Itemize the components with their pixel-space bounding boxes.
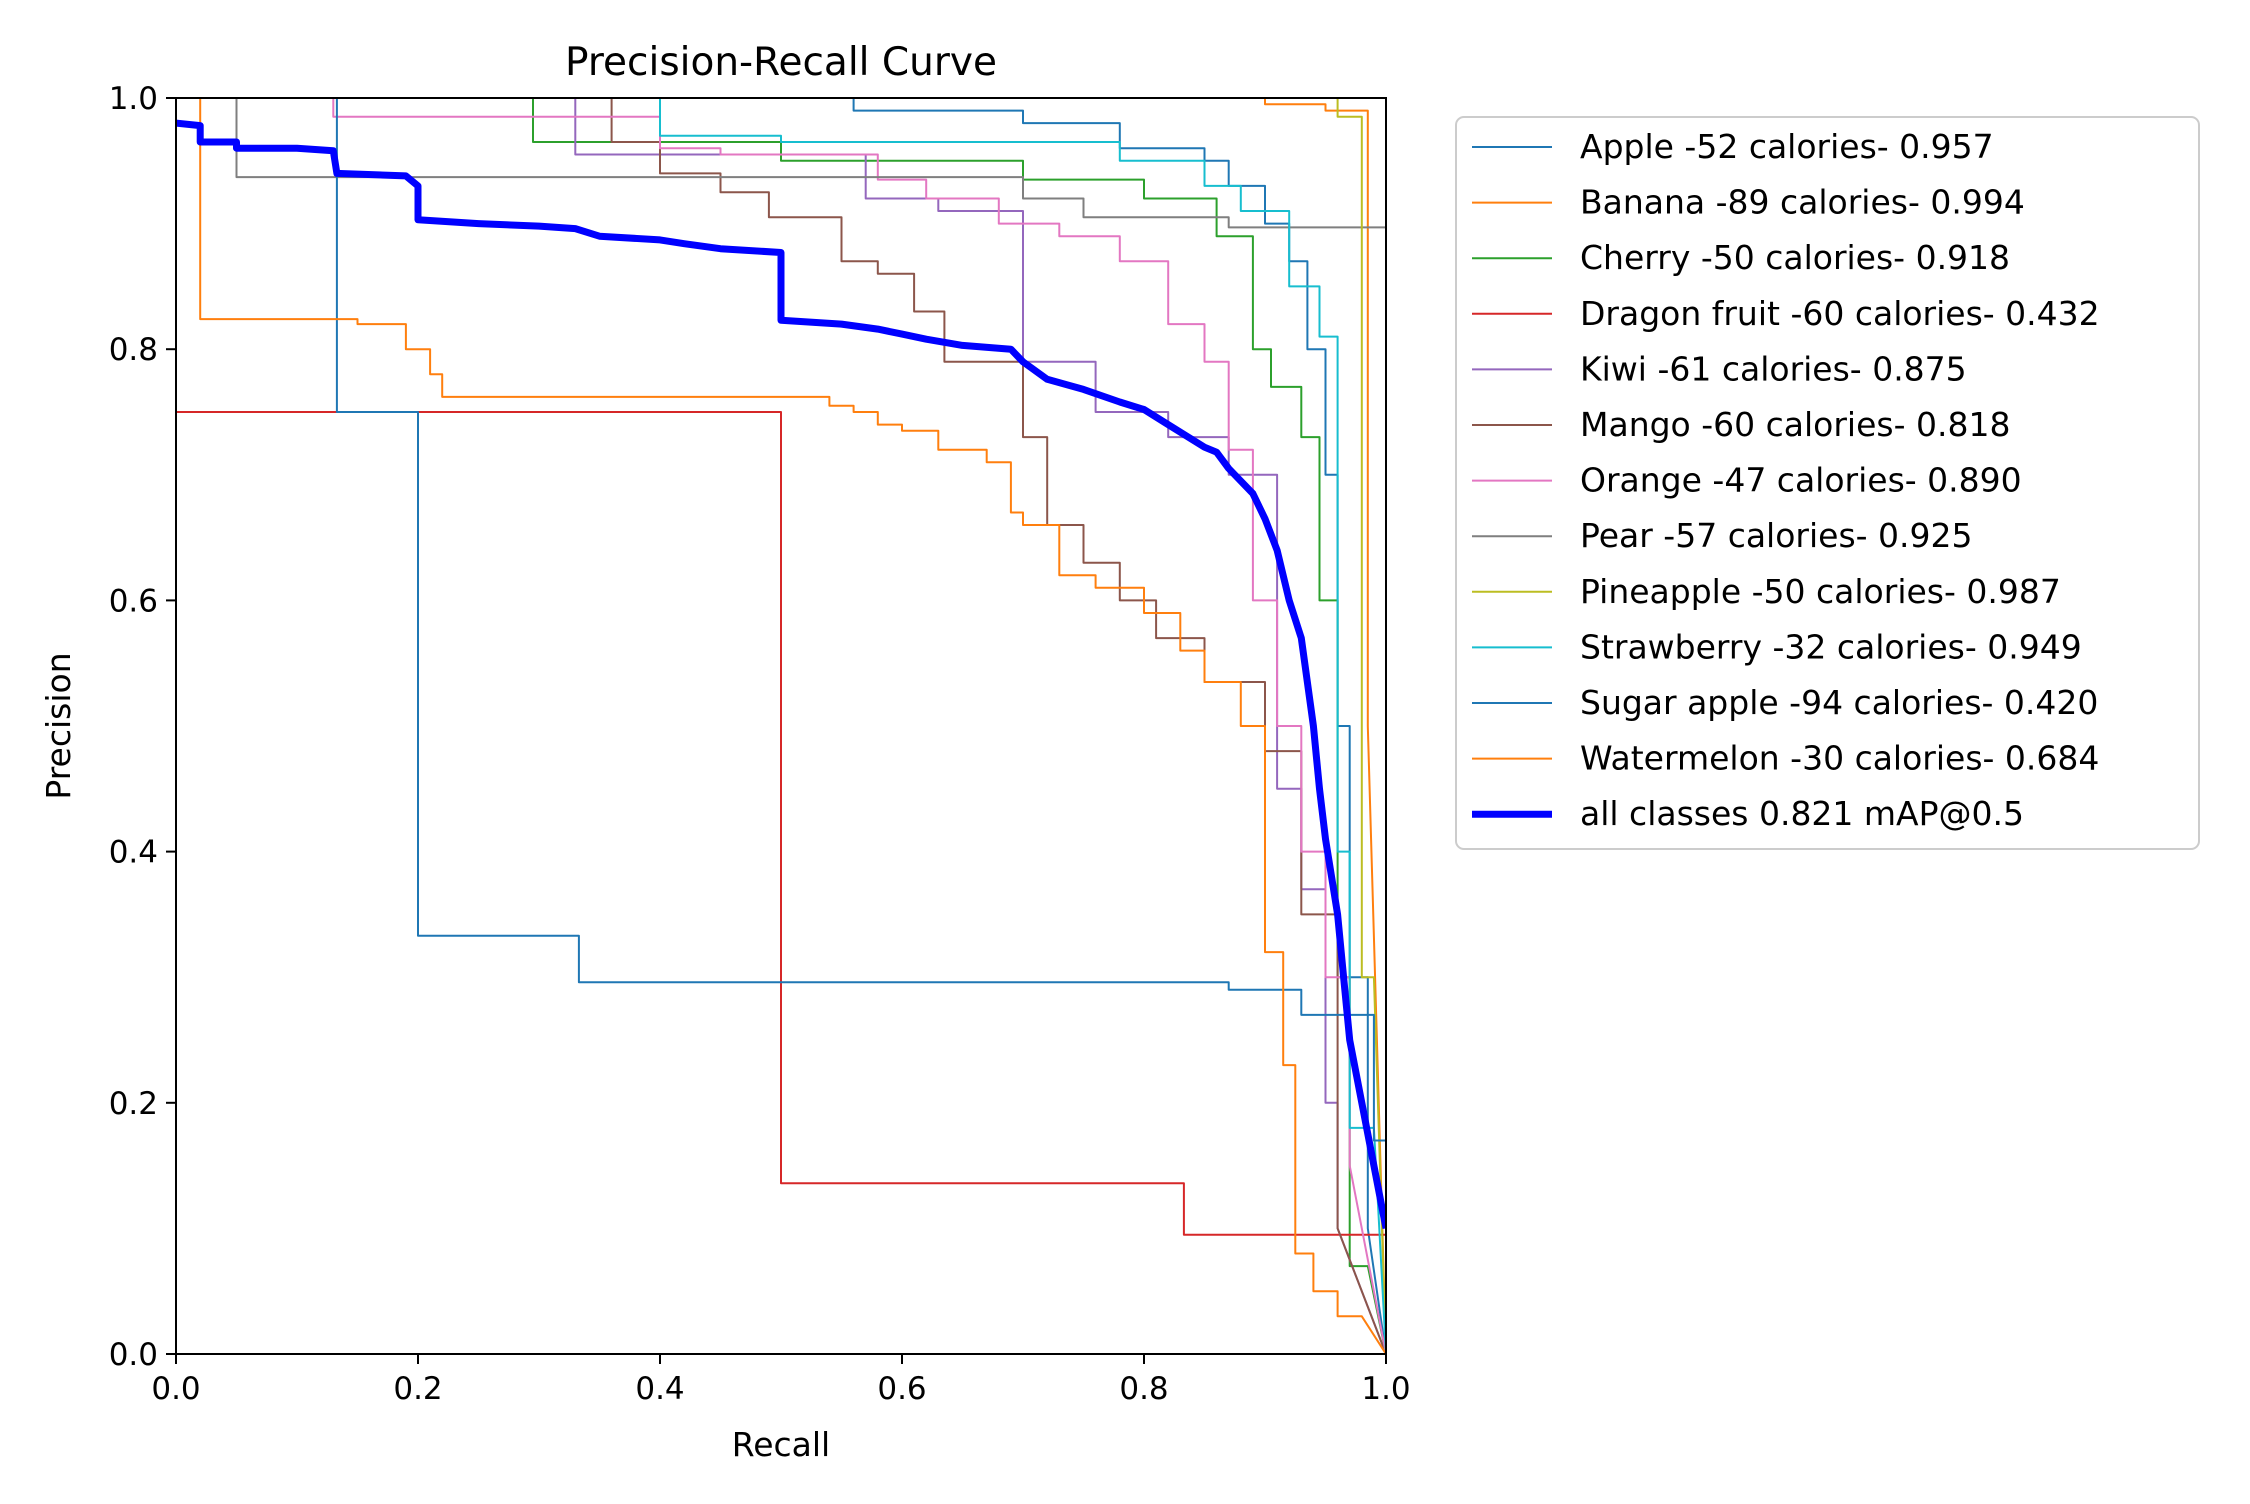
y-tick-label: 0.0 xyxy=(109,1337,158,1373)
legend-label-2: Cherry -50 calories- 0.918 xyxy=(1580,238,2010,277)
y-axis: 0.0 0.2 0.4 0.6 0.8 1.0 xyxy=(109,81,176,1373)
legend-label-12: all classes 0.821 mAP@0.5 xyxy=(1580,794,2024,833)
legend-label-7: Pear -57 calories- 0.925 xyxy=(1580,516,1973,555)
x-axis-label: Recall xyxy=(732,1425,830,1464)
y-tick-label: 1.0 xyxy=(109,81,158,117)
legend-items: Apple -52 calories- 0.957 Banana -89 calo… xyxy=(1472,127,2100,833)
series-layer xyxy=(176,98,1386,1354)
y-tick-label: 0.6 xyxy=(109,583,158,619)
legend-label-8: Pineapple -50 calories- 0.987 xyxy=(1580,572,2061,611)
legend-label-0: Apple -52 calories- 0.957 xyxy=(1580,127,1994,166)
x-tick-label: 1.0 xyxy=(1361,1371,1410,1407)
series-line-9 xyxy=(176,98,1386,1354)
x-tick-label: 0.0 xyxy=(151,1371,200,1407)
series-line-6 xyxy=(176,98,1386,1354)
series-line-11 xyxy=(176,98,1386,1354)
legend-label-6: Orange -47 calories- 0.890 xyxy=(1580,461,2022,500)
series-line-1 xyxy=(176,98,1386,1354)
series-line-3 xyxy=(176,411,1386,1354)
x-tick-label: 0.4 xyxy=(635,1371,684,1407)
x-tick-label: 0.8 xyxy=(1119,1371,1168,1407)
legend-label-9: Strawberry -32 calories- 0.949 xyxy=(1580,627,2082,666)
legend-label-5: Mango -60 calories- 0.818 xyxy=(1580,405,2010,444)
x-tick-label: 0.6 xyxy=(877,1371,926,1407)
legend-label-1: Banana -89 calories- 0.994 xyxy=(1580,183,2025,222)
legend-frame xyxy=(1455,116,2200,850)
y-tick-label: 0.4 xyxy=(109,835,158,871)
series-line-5 xyxy=(176,98,1386,1354)
series-line-12 xyxy=(176,119,1386,1230)
x-tick-label: 0.2 xyxy=(393,1371,442,1407)
series-line-8 xyxy=(176,98,1386,1354)
legend-label-3: Dragon fruit -60 calories- 0.432 xyxy=(1580,294,2100,333)
series-line-0 xyxy=(176,98,1386,1354)
legend-label-11: Watermelon -30 calories- 0.684 xyxy=(1580,739,2099,778)
plot-area xyxy=(176,98,1386,1354)
legend-label-4: Kiwi -61 calories- 0.875 xyxy=(1580,349,1967,388)
legend: Apple -52 calories- 0.957 Banana -89 calo… xyxy=(1455,116,2200,850)
plot-frame xyxy=(175,97,1387,1355)
y-tick-label: 0.8 xyxy=(109,332,158,368)
y-tick-label: 0.2 xyxy=(109,1086,158,1122)
x-axis: 0.0 0.2 0.4 0.6 0.8 1.0 xyxy=(151,1354,1411,1407)
y-axis-label: Precision xyxy=(39,652,78,799)
series-line-10 xyxy=(176,98,1386,1354)
chart-title: Precision-Recall Curve xyxy=(565,40,997,85)
legend-label-10: Sugar apple -94 calories- 0.420 xyxy=(1580,683,2098,722)
